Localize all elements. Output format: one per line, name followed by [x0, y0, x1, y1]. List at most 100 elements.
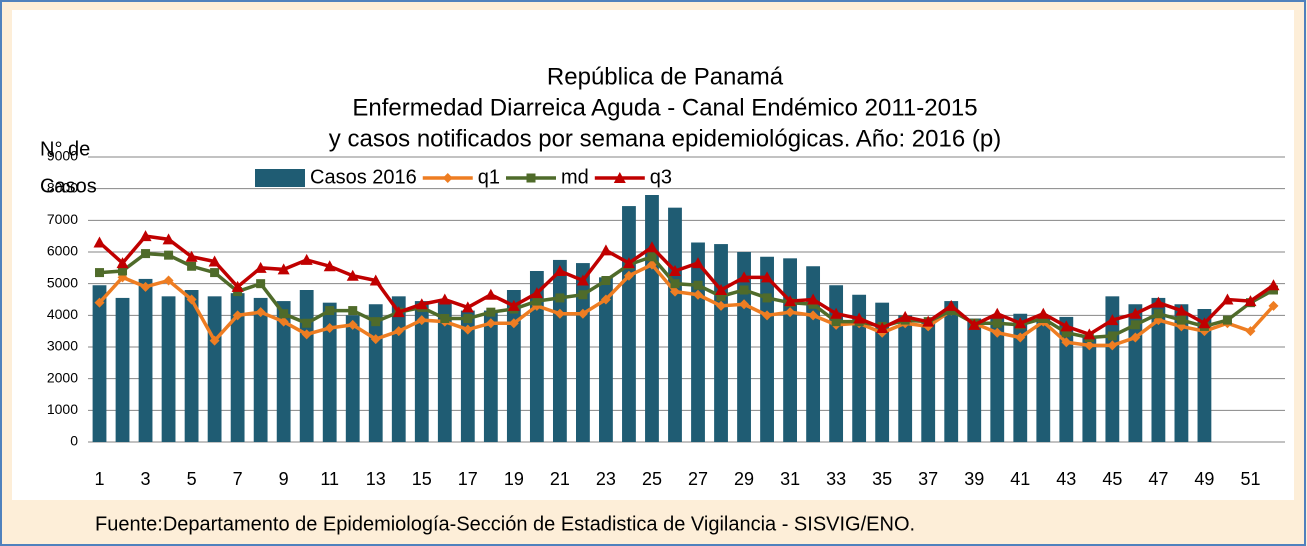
marker [1037, 307, 1050, 319]
x-tick-label: 37 [918, 469, 938, 489]
marker [739, 285, 749, 295]
marker [277, 263, 290, 275]
marker [463, 314, 473, 323]
marker [484, 288, 497, 300]
x-tick-label: 39 [964, 469, 984, 489]
marker [945, 299, 958, 311]
marker [232, 310, 243, 321]
marker [715, 284, 728, 295]
chart-title: y casos notificados por semana epidemiol… [329, 125, 1001, 152]
marker [438, 293, 451, 305]
bar [760, 256, 774, 442]
bar [483, 310, 498, 442]
marker [601, 276, 611, 285]
marker [1083, 328, 1096, 340]
legend-label: md [561, 166, 589, 188]
marker [187, 261, 197, 271]
bar [1036, 315, 1051, 442]
marker [140, 281, 151, 292]
marker [210, 268, 220, 278]
marker [1084, 340, 1095, 351]
marker [1244, 295, 1257, 307]
marker [578, 290, 588, 300]
marker [371, 317, 381, 327]
marker [853, 312, 866, 324]
marker [739, 299, 750, 310]
bar [506, 290, 521, 442]
marker [1198, 317, 1211, 329]
marker [185, 250, 198, 262]
marker [93, 236, 106, 248]
marker [507, 299, 520, 311]
line [98, 262, 1275, 348]
bar [645, 195, 659, 442]
marker [302, 318, 312, 328]
marker [1222, 315, 1232, 325]
marker [1267, 279, 1280, 291]
y-tick-label: 6000 [47, 243, 78, 259]
marker [762, 310, 773, 321]
marker [922, 315, 935, 327]
bar [138, 278, 153, 442]
y-tick-label: 1000 [47, 401, 78, 417]
legend-swatch [255, 169, 305, 187]
legend-label: q3 [650, 166, 672, 188]
marker [1060, 320, 1073, 332]
x-tick-label: 21 [550, 469, 570, 489]
legend-label: q1 [478, 166, 500, 188]
bar [783, 258, 797, 442]
marker [1015, 332, 1026, 343]
line [99, 251, 1275, 340]
bar [460, 310, 475, 442]
x-tick-label: 23 [596, 469, 616, 489]
marker [255, 307, 266, 318]
marker [1152, 296, 1165, 308]
marker [116, 257, 129, 269]
marker [1130, 320, 1140, 330]
marker [348, 306, 358, 316]
marker [1107, 340, 1118, 351]
x-tick-label: 43 [1056, 469, 1076, 489]
bar [115, 297, 130, 442]
marker [118, 266, 128, 276]
y-axis-label: Casos [40, 175, 97, 197]
bar [1151, 297, 1166, 442]
marker [508, 318, 519, 329]
bar [1174, 304, 1189, 442]
marker [716, 300, 727, 311]
marker [762, 293, 772, 303]
marker [991, 307, 1004, 319]
bar [599, 277, 613, 442]
marker [669, 286, 680, 297]
marker [370, 334, 381, 345]
marker [693, 289, 704, 300]
bar [276, 301, 291, 442]
x-tick-label: 19 [504, 469, 524, 489]
legend-marker [613, 172, 626, 183]
x-tick-label: 17 [458, 469, 478, 489]
y-tick-label: 4000 [47, 306, 78, 322]
marker [830, 307, 843, 319]
marker [369, 274, 382, 286]
marker [1130, 332, 1141, 343]
marker [784, 295, 797, 307]
bar [806, 266, 821, 442]
marker [94, 297, 105, 308]
x-tick-label: 3 [141, 469, 151, 489]
bar [529, 271, 544, 442]
bar [161, 296, 176, 442]
marker [486, 307, 496, 317]
marker [208, 255, 221, 267]
marker [785, 307, 796, 318]
marker [1107, 331, 1117, 341]
marker [808, 310, 819, 321]
marker [693, 280, 703, 290]
marker [324, 323, 335, 333]
marker [647, 252, 657, 262]
bar [921, 321, 936, 442]
marker [139, 230, 152, 242]
bar [990, 316, 1005, 442]
marker [325, 306, 335, 316]
